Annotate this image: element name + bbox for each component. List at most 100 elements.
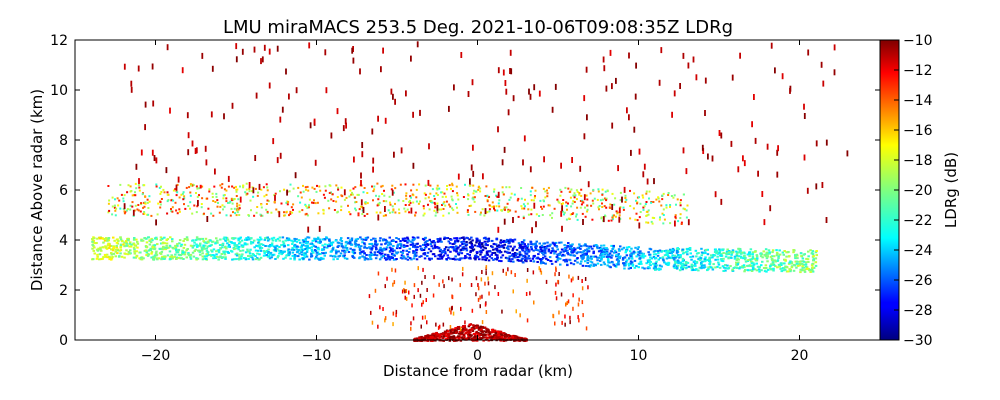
ldr-pixel <box>247 255 250 257</box>
ldr-pixel <box>139 251 142 254</box>
ldr-pixel <box>581 251 584 254</box>
ldr-pixel <box>587 181 590 188</box>
ldr-pixel <box>291 251 295 254</box>
ldr-pixel <box>641 253 644 256</box>
ldr-pixel <box>166 200 169 203</box>
ldr-pixel <box>473 200 476 203</box>
ldr-pixel <box>804 265 808 268</box>
ldr-pixel <box>520 337 524 340</box>
ldr-pixel <box>181 192 184 195</box>
ldr-pixel <box>381 184 384 187</box>
ldr-pixel <box>206 245 210 248</box>
ldr-pixel <box>304 239 307 242</box>
ldr-pixel <box>478 239 481 242</box>
ldr-pixel <box>390 255 393 258</box>
ldr-pixel <box>587 250 590 253</box>
ldr-pixel <box>559 251 562 254</box>
ldr-pixel <box>338 254 341 257</box>
ldr-pixel <box>463 336 466 339</box>
ldr-pixel <box>445 258 448 260</box>
ldr-pixel <box>159 203 162 206</box>
ldr-pixel <box>485 336 488 339</box>
ldr-pixel <box>388 250 392 253</box>
ldr-pixel <box>602 247 605 250</box>
ldr-pixel <box>485 310 488 314</box>
ldr-pixel <box>384 248 388 251</box>
ldr-pixel <box>343 257 347 260</box>
ldr-pixel <box>150 214 153 217</box>
ldr-pixel <box>160 250 164 253</box>
ldr-pixel <box>642 171 645 178</box>
ldr-pixel <box>299 241 302 244</box>
ldr-pixel <box>285 201 288 204</box>
ldr-pixel <box>640 262 643 265</box>
ldr-pixel <box>731 74 734 81</box>
ldr-pixel <box>411 241 414 244</box>
ldr-pixel <box>650 220 653 223</box>
colorbar-tick-label: −28 <box>903 303 933 319</box>
ldr-pixel <box>513 252 517 254</box>
ldr-pixel <box>544 196 547 199</box>
ldr-pixel <box>564 186 567 189</box>
ldr-pixel <box>654 253 657 256</box>
ldr-pixel <box>792 249 795 251</box>
ldr-pixel <box>423 192 426 195</box>
ldr-pixel <box>194 239 198 242</box>
ldr-pixel <box>458 258 462 261</box>
ldr-pixel <box>520 246 524 248</box>
ldr-pixel <box>125 249 128 252</box>
ldr-pixel <box>592 188 595 191</box>
ldr-pixel <box>320 249 324 252</box>
ldr-pixel <box>263 250 266 252</box>
ldr-pixel <box>509 68 511 74</box>
ldr-pixel <box>700 247 703 250</box>
ldr-pixel <box>102 241 105 244</box>
ldr-pixel <box>232 247 236 249</box>
ldr-pixel <box>340 186 343 189</box>
ldr-pixel <box>654 262 658 265</box>
ldr-pixel <box>576 206 579 209</box>
ldr-pixel <box>472 326 475 329</box>
ldr-pixel <box>98 253 102 256</box>
ldr-pixel <box>113 206 116 209</box>
ldr-pixel <box>145 241 149 244</box>
ldr-pixel <box>442 251 445 254</box>
ldr-pixel <box>361 142 364 148</box>
ldr-pixel <box>289 257 292 260</box>
ldr-pixel <box>490 257 494 260</box>
ldr-pixel <box>526 245 530 248</box>
ldr-pixel <box>238 207 241 210</box>
ldr-pixel <box>199 184 202 187</box>
ldr-pixel <box>440 332 443 335</box>
ldr-pixel <box>576 218 579 221</box>
ldr-pixel <box>392 93 394 100</box>
ldr-pixel <box>276 248 279 251</box>
ldr-pixel <box>744 256 747 259</box>
ldr-pixel <box>232 198 235 201</box>
ldr-pixel <box>256 206 259 208</box>
ldr-pixel <box>187 253 190 256</box>
ldr-pixel <box>270 242 274 245</box>
ldr-pixel <box>129 249 132 252</box>
ldr-pixel <box>375 244 378 247</box>
ldr-pixel <box>394 202 396 205</box>
ldr-pixel <box>634 218 637 221</box>
ldr-pixel <box>235 252 239 255</box>
ldr-pixel <box>771 251 774 254</box>
ldr-pixel <box>727 253 731 256</box>
x-tick-label: 0 <box>473 348 482 364</box>
ldr-pixel <box>652 262 655 265</box>
ldr-pixel <box>369 256 372 258</box>
ldr-pixel <box>409 199 411 202</box>
ldr-pixel <box>771 261 775 264</box>
y-axis-label: Distance Above radar (km) <box>28 89 46 291</box>
ldr-pixel <box>265 193 268 196</box>
ldr-pixel <box>422 252 425 255</box>
ldr-pixel <box>571 243 574 246</box>
ldr-pixel <box>204 237 208 240</box>
ldr-pixel <box>223 253 227 256</box>
ldr-pixel <box>377 271 380 276</box>
ldr-pixel <box>118 255 121 258</box>
ldr-pixel <box>287 254 291 257</box>
ldr-pixel <box>412 250 415 253</box>
